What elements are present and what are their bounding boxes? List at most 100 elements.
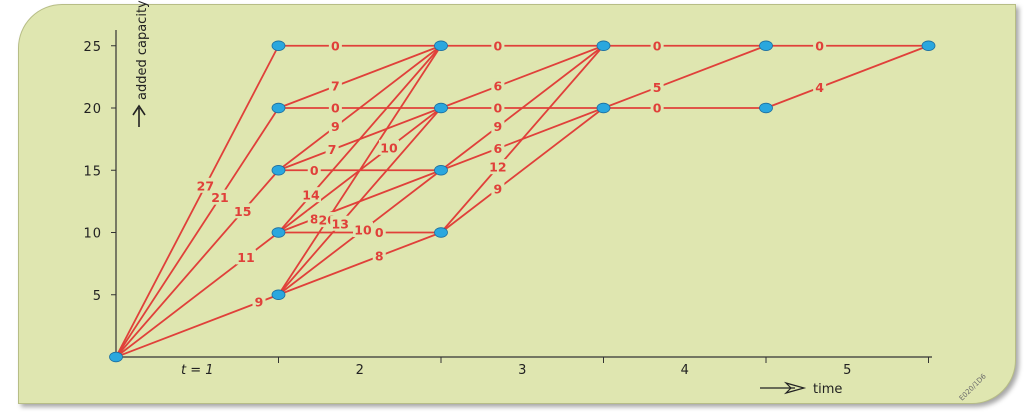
network-node (271, 165, 286, 176)
network-edge (115, 293, 279, 358)
edge-cost-label: 0 (375, 225, 384, 240)
period-label: 3 (518, 363, 526, 378)
edge-cost-label: 0 (331, 38, 340, 53)
edge-label-background (491, 180, 505, 196)
network-node (434, 40, 448, 51)
edge-label-background (650, 79, 664, 95)
edge-label-background (307, 162, 321, 178)
edge-label-background (813, 79, 827, 95)
edge-cost-label: 11 (237, 250, 254, 265)
edge-cost-label: 0 (310, 163, 319, 178)
edge-cost-label: 9 (494, 181, 503, 196)
network-node (434, 165, 448, 176)
edge-label-background (491, 140, 505, 156)
network-node (596, 40, 611, 51)
edge-label-background (325, 141, 339, 157)
network-node (759, 40, 773, 51)
network-edge (440, 44, 604, 109)
edge-label-background (650, 37, 664, 53)
edge-cost-label: 27 (197, 178, 214, 193)
edge-label-background (487, 159, 508, 175)
network-node (271, 289, 286, 300)
y-tick-label: 20 (83, 102, 102, 117)
network-edge (440, 45, 605, 234)
edge-label-background (301, 187, 321, 203)
edge-label-background (252, 294, 266, 310)
edge-label-background (232, 203, 253, 219)
edge-label-background (491, 118, 505, 134)
edge-cost-label: 0 (494, 101, 503, 116)
network-nodes (109, 40, 936, 363)
figure-code: E020/1D6 (958, 372, 988, 402)
edge-cost-label: 9 (494, 119, 503, 134)
edge-cost-label: 15 (234, 204, 251, 219)
edge-label-background (328, 100, 342, 115)
y-tick-label: 5 (93, 289, 102, 304)
x-axis-title: time (813, 382, 842, 397)
x-axis-arrow-icon (783, 381, 807, 395)
period-label: 2 (356, 363, 364, 378)
network-node (271, 227, 286, 238)
axes: 25 20 15 10 5 t = 1 2 3 4 5 (83, 30, 932, 395)
network-node (271, 102, 286, 114)
network-node (596, 102, 611, 114)
network-node (434, 227, 448, 238)
edge-label-background (372, 248, 386, 264)
edge-cost-label: 4 (815, 80, 824, 95)
figure-panel (18, 4, 1016, 404)
y-tick-label: 10 (83, 227, 102, 242)
edge-cost-label: 0 (331, 101, 340, 116)
edge-cost-label: 9 (331, 119, 340, 134)
edge-cost-label: 0 (494, 38, 503, 53)
edge-label-background (328, 118, 342, 134)
network-node (921, 40, 936, 51)
edge-cost-label: 10 (354, 223, 372, 238)
network-edges (115, 44, 929, 358)
edge-cost-label: 12 (489, 160, 506, 175)
edge-cost-label: 13 (332, 216, 349, 231)
network-edge (115, 169, 280, 358)
network-edge (277, 45, 442, 234)
edge-label-background (353, 222, 373, 238)
y-tick-label: 25 (83, 40, 102, 55)
edge-cost-label: 5 (653, 80, 662, 95)
edge-cost-label: 10 (380, 140, 398, 155)
network-node (109, 351, 123, 363)
network-node (759, 102, 773, 114)
edge-cost-label: 8 (375, 249, 384, 264)
edge-cost-label: 7 (331, 79, 340, 94)
edge-cost-label: 7 (328, 142, 337, 157)
edge-label-background (195, 177, 216, 193)
network-edge (278, 44, 442, 109)
network-edge (603, 44, 767, 109)
edge-cost-label: 6 (494, 141, 503, 156)
edge-cost-label: 0 (815, 38, 824, 53)
edge-label-background (491, 78, 505, 94)
edge-label-background (813, 37, 827, 53)
edge-label-background (491, 100, 505, 115)
network-edge (440, 107, 605, 234)
network-edge (115, 107, 280, 358)
network-edge (277, 45, 442, 171)
edge-label-background (650, 100, 664, 115)
edge-cost-label: 14 (302, 188, 320, 203)
edge-cost-label: 9 (255, 295, 264, 310)
period-label: 5 (843, 363, 851, 378)
network-edge (115, 45, 280, 358)
network-edge (277, 107, 442, 296)
period-label: t = 1 (181, 363, 214, 378)
edge-cost-label: 8 (310, 211, 319, 226)
edge-cost-label: 21 (211, 190, 228, 205)
edge-cost-label: 6 (494, 79, 503, 94)
y-axis-title: added capacity (135, 0, 150, 100)
edge-label-background (328, 37, 342, 53)
edge-label-background (236, 249, 256, 265)
edge-label-background (328, 78, 342, 94)
y-axis-arrow-icon (132, 104, 146, 116)
network-edge (278, 231, 442, 296)
y-tick-label: 15 (83, 164, 102, 179)
network-node (271, 40, 286, 51)
network-node (434, 102, 448, 114)
